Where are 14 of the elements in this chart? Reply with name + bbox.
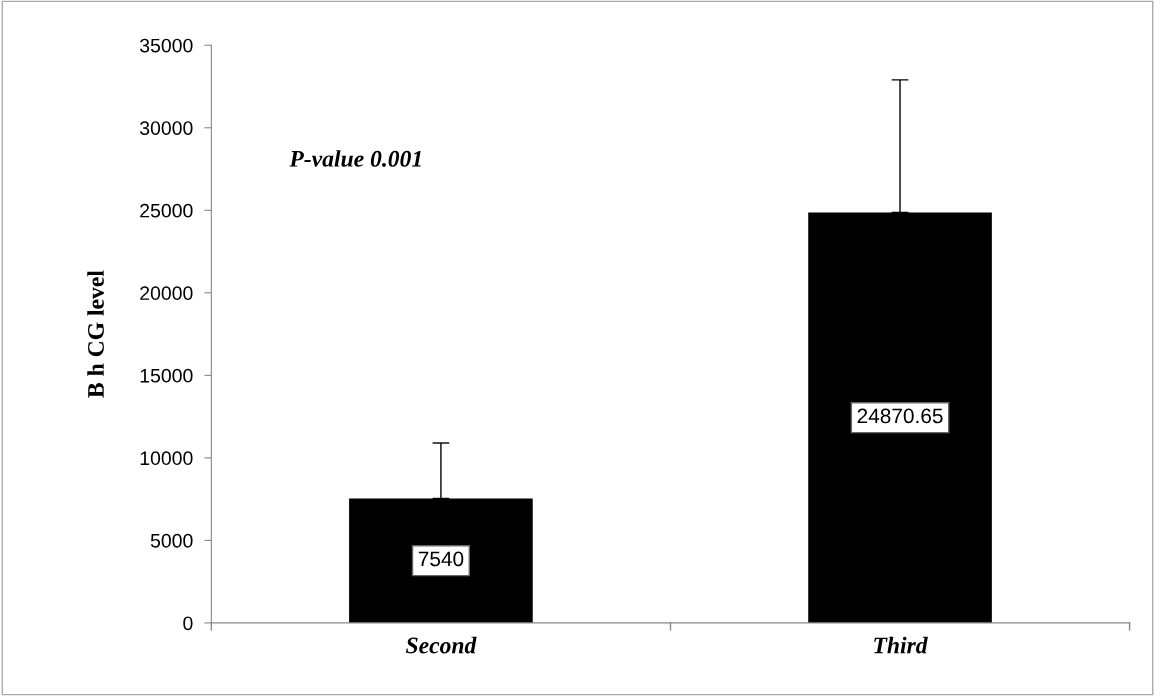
data-label: 7540 <box>418 551 464 567</box>
y-tick-label: 35000 <box>139 38 193 53</box>
x-tick-label: Second <box>405 636 477 654</box>
y-tick-label: 10000 <box>140 451 193 466</box>
y-tick-label: 15000 <box>140 368 193 383</box>
x-tick-label: Third <box>874 636 928 654</box>
y-tick-label: 30000 <box>139 121 193 135</box>
data-label: 24870.65 <box>857 408 943 424</box>
y-tick-label: 25000 <box>140 203 193 218</box>
y-tick-label: 5000 <box>150 533 193 548</box>
annotation: P-value 0.001 <box>289 150 421 167</box>
y-tick-label: 0 <box>183 616 193 631</box>
y-axis-title: B h CG level <box>87 270 104 398</box>
y-tick-label: 20000 <box>140 286 193 301</box>
